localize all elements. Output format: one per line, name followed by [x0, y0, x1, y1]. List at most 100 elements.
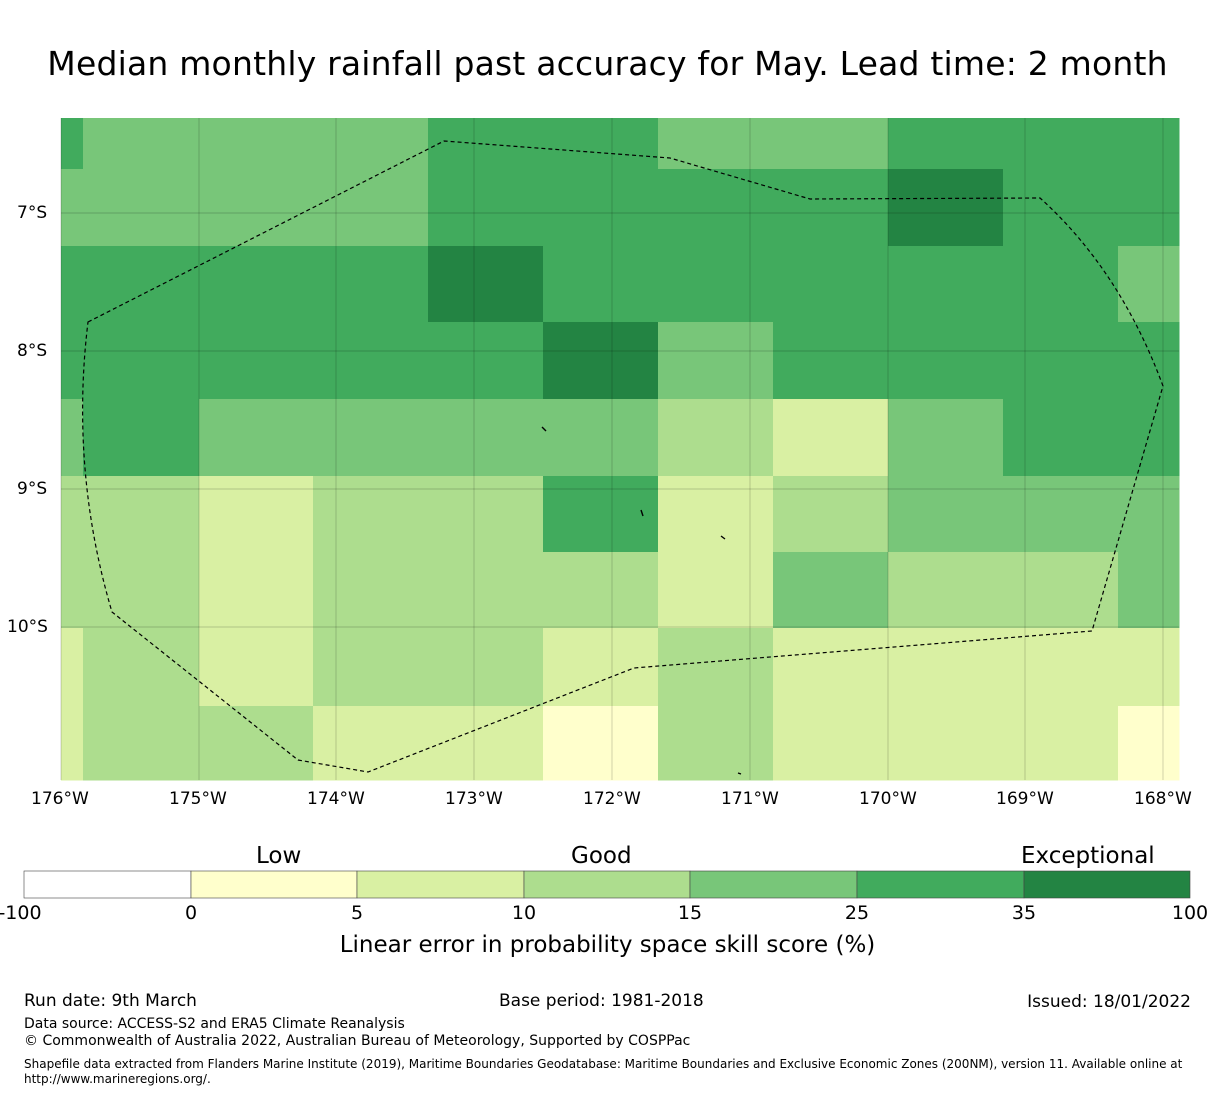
grid-cell [543, 399, 659, 477]
grid-cell [83, 246, 200, 323]
grid-cell [199, 169, 314, 247]
grid-cell [313, 706, 429, 781]
lat-label: 10°S [7, 617, 48, 637]
map-title: Median monthly rainfall past accuracy fo… [47, 44, 1168, 83]
grid-cell [543, 246, 659, 323]
lon-label: 171°W [721, 789, 779, 809]
grid-cell [888, 399, 1004, 477]
colorbar-label-exceptional: Exceptional [1021, 843, 1155, 869]
grid-cell [199, 706, 314, 781]
colorbar-tick: 35 [1011, 902, 1037, 924]
colorbar-tick: 15 [677, 902, 703, 924]
grid-cell [83, 169, 200, 247]
grid-cell [1003, 552, 1119, 629]
grid-cell [61, 246, 84, 323]
lon-label: 168°W [1134, 789, 1192, 809]
grid-cell [658, 322, 774, 400]
grid-cell [888, 552, 1004, 629]
grid-cell [428, 476, 544, 553]
shapefile-credit: Shapefile data extracted from Flanders M… [24, 1057, 1183, 1086]
base-period: Base period: 1981-2018 [499, 991, 704, 1011]
grid-cell [888, 246, 1004, 323]
grid-cell [1003, 118, 1119, 170]
grid-cell [1003, 399, 1119, 477]
grid-cells [61, 118, 1180, 781]
eez-boundary [82, 140, 1164, 773]
grid-cell [888, 322, 1004, 400]
grid-cell [428, 246, 544, 323]
grid-cell [658, 399, 774, 477]
grid-cell [199, 476, 314, 553]
grid-cell [83, 399, 200, 477]
grid-cell [543, 322, 659, 400]
grid-cell [1118, 399, 1180, 477]
grid-cell [773, 476, 889, 553]
grid-cell [773, 399, 889, 477]
colorbar-tick: -100 [0, 902, 42, 924]
grid-cell [1003, 169, 1119, 247]
grid-cell [61, 399, 84, 477]
grid-cell [83, 476, 200, 553]
grid-cell [543, 706, 659, 781]
grid-cell [313, 169, 429, 247]
issued-date: Issued: 18/01/2022 [1027, 992, 1191, 1012]
grid-cell [773, 118, 889, 170]
grid-cell [888, 169, 1004, 247]
gridlines [60, 118, 1179, 780]
islands [541, 426, 742, 775]
data-source: Data source: ACCESS-S2 and ERA5 Climate … [24, 1016, 405, 1032]
grid-cell [199, 552, 314, 629]
grid-cell [543, 118, 659, 170]
colorbar-tick: 10 [511, 902, 537, 924]
colorbar-segment [856, 870, 1025, 899]
grid-cell [61, 706, 84, 781]
grid-cell [83, 628, 200, 707]
colorbar [23, 870, 1191, 899]
grid-cell [83, 706, 200, 781]
island-fakaofo [720, 535, 726, 540]
grid-cell [428, 552, 544, 629]
grid-cell [773, 322, 889, 400]
copyright: © Commonwealth of Australia 2022, Austra… [24, 1033, 691, 1049]
grid-cell [61, 118, 84, 170]
grid-cell [1003, 246, 1119, 323]
grid-cell [658, 476, 774, 553]
grid-cell [888, 118, 1004, 170]
grid-cell [313, 476, 429, 553]
island-atafu [541, 426, 547, 432]
grid-cell [1003, 322, 1119, 400]
grid-cell [1118, 552, 1180, 629]
lon-label: 175°W [169, 789, 227, 809]
grid-cell [428, 322, 544, 400]
colorbar-tick: 25 [844, 902, 870, 924]
grid-cell [1118, 118, 1180, 170]
grid-cell [773, 246, 889, 323]
colorbar-segment [23, 870, 192, 899]
grid-cell [1118, 706, 1180, 781]
grid-cell [1118, 322, 1180, 400]
lon-label: 169°W [996, 789, 1054, 809]
lat-label: 7°S [17, 203, 48, 223]
grid-cell [61, 552, 84, 629]
run-date: Run date: 9th March [24, 991, 197, 1011]
grid-cell [313, 246, 429, 323]
grid-cell [83, 118, 200, 170]
grid-cell [61, 322, 84, 400]
grid-cell [773, 552, 889, 629]
grid-cell [888, 476, 1004, 553]
colorbar-axis-label: Linear error in probability space skill … [339, 932, 876, 958]
lon-label: 172°W [583, 789, 641, 809]
grid-cell [888, 628, 1004, 707]
grid-cell [61, 628, 84, 707]
colorbar-segment [1023, 870, 1191, 899]
grid-cell [658, 246, 774, 323]
skill-map [60, 118, 1180, 781]
grid-cell [888, 706, 1004, 781]
island-swains [737, 772, 742, 775]
grid-cell [61, 476, 84, 553]
grid-cell [199, 399, 314, 477]
lon-label: 170°W [859, 789, 917, 809]
grid-cell [313, 552, 429, 629]
grid-cell [83, 322, 200, 400]
grid-cell [428, 628, 544, 707]
